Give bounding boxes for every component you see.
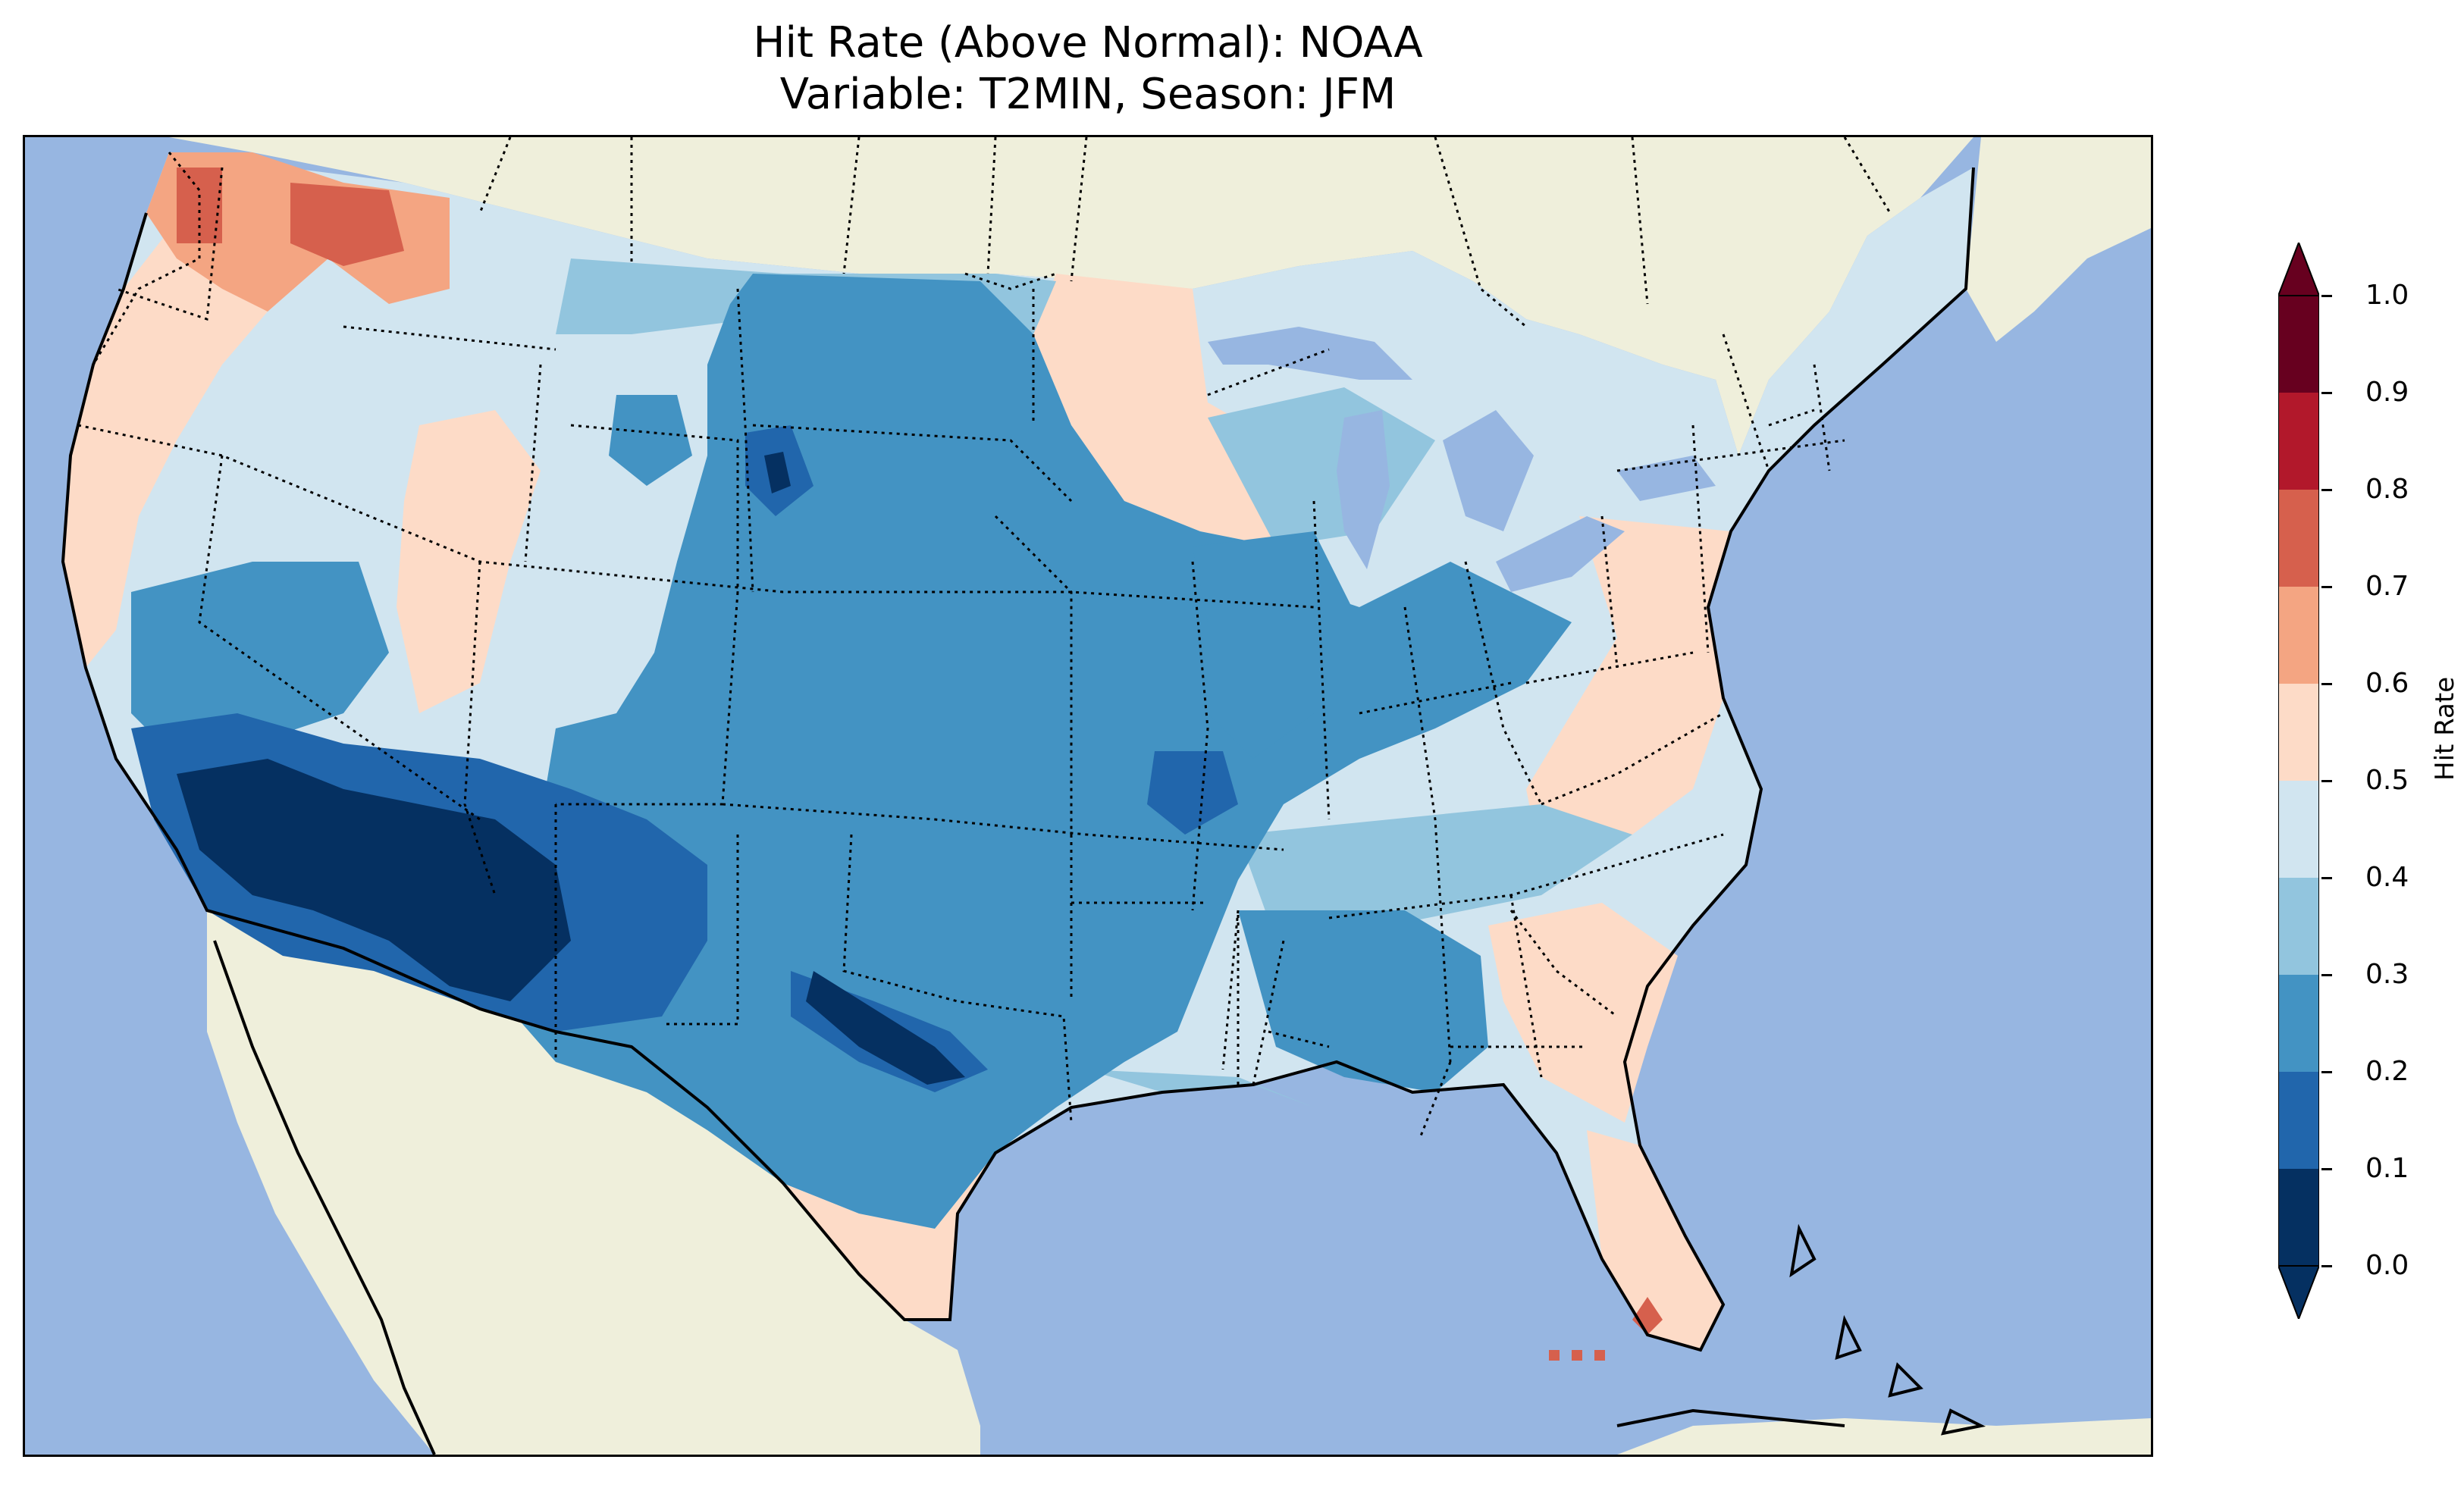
missouri-cell (1147, 751, 1238, 835)
colorbar-tick-label: 0.4 (2365, 862, 2409, 893)
colorbar-bin (2278, 1169, 2319, 1266)
lake-superior (1208, 327, 1412, 380)
colorbar-bin (2278, 587, 2319, 684)
colorbar-tick-label: 1.0 (2365, 280, 2409, 311)
colorbar-tick-mark (2321, 1071, 2332, 1073)
canada-land (169, 137, 2151, 456)
great-basin-region (397, 410, 541, 713)
colorbar-bin (2278, 1072, 2319, 1169)
tennessee-light (1238, 804, 1632, 941)
conus-map (25, 137, 2151, 1455)
lake-erie (1496, 516, 1625, 592)
colorbar-outline (2278, 295, 2319, 1267)
cuba-coastline (1616, 1408, 1845, 1427)
colorbar-tick-label: 0.0 (2365, 1250, 2409, 1281)
map-panel (23, 135, 2153, 1457)
florida-keys-cells (1549, 1297, 1663, 1361)
pnw-hot-region (177, 168, 404, 266)
colorbar-tick-label: 0.1 (2365, 1153, 2409, 1184)
colorbar-bin (2278, 878, 2319, 975)
southeast-region (1488, 903, 1678, 1123)
colorbar-tick-label: 0.5 (2365, 765, 2409, 796)
desert-southwest-core (177, 759, 571, 1001)
black-hills-core (764, 452, 791, 493)
idaho-region (609, 395, 692, 486)
colorbar-tick-label: 0.2 (2365, 1056, 2409, 1087)
baja-coastline (213, 940, 436, 1455)
colorbar-extend-max (2278, 243, 2319, 296)
state-borders (77, 137, 1892, 1139)
colorbar-tick-mark (2321, 489, 2332, 491)
colorbar-bin (2278, 781, 2319, 878)
maritimes-land (1966, 137, 2151, 342)
colorbar-tick-label: 0.8 (2365, 474, 2409, 505)
colorbar-tick-mark (2321, 877, 2332, 879)
colorbar (2278, 243, 2319, 1319)
colorbar-bin (2278, 393, 2319, 490)
mexico-land (207, 910, 980, 1455)
lake-huron (1443, 410, 1534, 531)
ohio-valley-region (1193, 531, 1359, 759)
caribbean-land (1617, 1418, 2151, 1455)
colorbar-tick-mark (2321, 586, 2332, 588)
mid-atlantic-region (1526, 516, 1731, 865)
colorbar-bin (2278, 975, 2319, 1072)
florida-region (1587, 1130, 1723, 1350)
colorbar-tick-label: 0.6 (2365, 668, 2409, 699)
colorbar-extend-min (2278, 1265, 2319, 1319)
deep-south-region (1238, 910, 1488, 1092)
pnw-coast-region (63, 221, 328, 668)
south-texas-region (783, 1153, 995, 1320)
central-plains-region (495, 274, 1572, 1229)
colorbar-label: Hit Rate (2430, 676, 2460, 781)
colorbar-bin (2278, 490, 2319, 587)
colorbar-tick-mark (2321, 1168, 2332, 1170)
colorbar-tick-mark (2321, 392, 2332, 394)
west-texas-core (806, 971, 965, 1085)
bahamas-islands (1789, 1223, 1986, 1436)
colorbar-tick-mark (2321, 974, 2332, 976)
colorbar-tick-label: 0.9 (2365, 377, 2409, 408)
colorbar-tick-label: 0.7 (2365, 571, 2409, 602)
colorbar-bin (2278, 296, 2319, 393)
colorbar-tick-mark (2321, 1265, 2332, 1267)
map-subtitle: Variable: T2MIN, Season: JFM (779, 70, 1397, 119)
colorbar-tick-mark (2321, 295, 2332, 297)
colorbar-tick-mark (2321, 780, 2332, 782)
colorbar-bins (2278, 296, 2319, 1266)
colorbar-tick-label: 0.3 (2365, 959, 2409, 990)
colorbar-bin (2278, 684, 2319, 781)
us-coastline (61, 167, 1975, 1352)
map-title: Hit Rate (Above Normal): NOAA (753, 18, 1423, 67)
colorbar-tick-mark (2321, 683, 2332, 685)
lake-michigan (1337, 410, 1390, 569)
